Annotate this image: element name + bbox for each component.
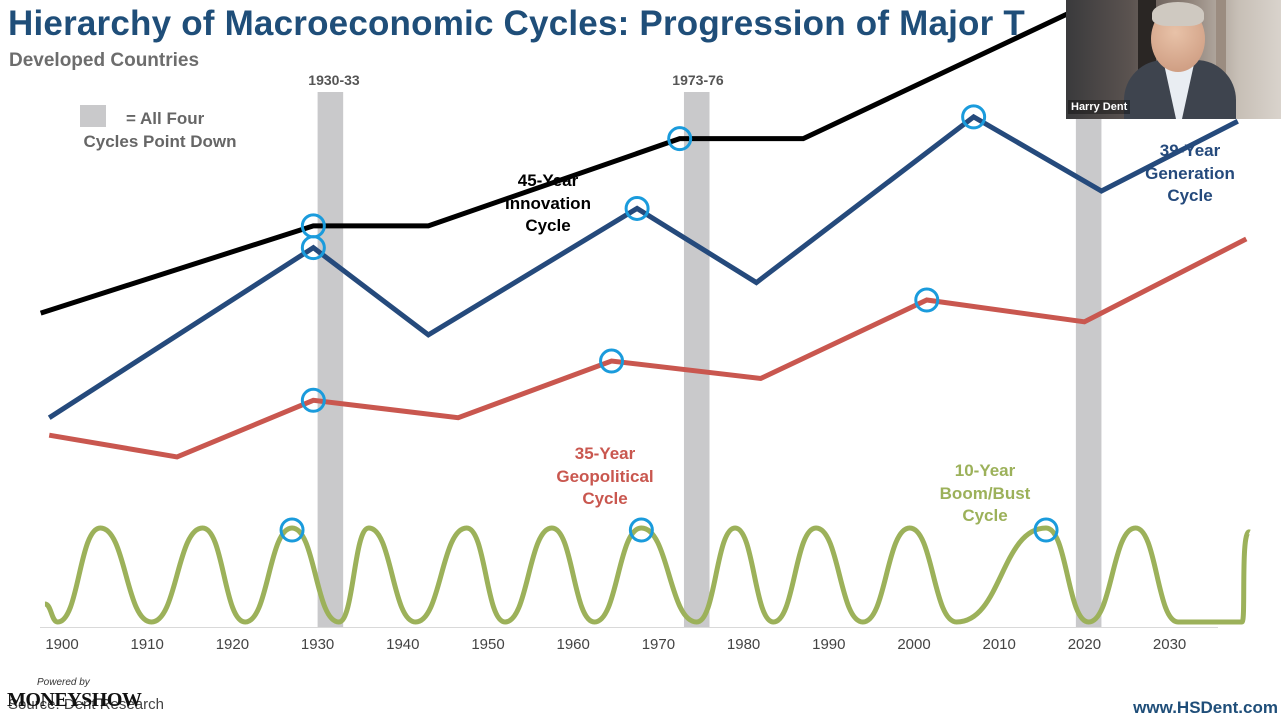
legend-text: = All Four Cycles Point Down <box>70 107 250 153</box>
geopolitical-label-l2: Geopolitical <box>556 466 654 486</box>
generation-label-l2: Generation <box>1145 163 1235 183</box>
x-tick-2010: 2010 <box>982 636 1016 653</box>
x-tick-2020: 2020 <box>1067 636 1102 653</box>
innovation-peak-1973 <box>667 126 693 152</box>
x-tick-1960: 1960 <box>556 636 590 653</box>
period-label-1930: 1930-33 <box>308 72 360 88</box>
boom-bust-cycle-label: 10-Year Boom/Bust Cycle <box>925 460 1045 528</box>
shaded-period-1930 <box>317 92 344 627</box>
source-text: Source: Dent Research <box>8 696 164 713</box>
boom-bust-label-l1: 10-Year <box>954 461 1016 480</box>
geopolitical-cycle-line <box>48 236 1248 460</box>
boom-bust-peak-1968 <box>628 517 654 543</box>
website-link[interactable]: www.HSDent.com <box>1133 698 1278 717</box>
generation-peak-2007 <box>961 104 987 130</box>
innovation-label-l3: Cycle <box>525 216 571 235</box>
x-tick-1920: 1920 <box>215 636 250 653</box>
video-thumbnail[interactable]: Harry Dent <box>1066 0 1281 119</box>
x-tick-1970: 1970 <box>641 636 676 653</box>
x-tick-1900: 1900 <box>45 636 79 653</box>
legend-line1: = All Four <box>126 109 205 128</box>
x-tick-1940: 1940 <box>386 636 420 653</box>
shaded-period-1973 <box>683 92 710 627</box>
x-tick-2000: 2000 <box>897 636 931 653</box>
geopolitical-peak-1965 <box>599 348 625 374</box>
innovation-cycle-label: 45-Year Innovation Cycle <box>488 170 608 238</box>
x-tick-2030: 2030 <box>1152 636 1187 653</box>
video-background-frame <box>1216 0 1226 119</box>
boom-bust-peak-2016 <box>1033 517 1059 543</box>
participant-name: Harry Dent <box>1068 100 1131 114</box>
boom-bust-label-l2: Boom/Bust <box>939 483 1031 503</box>
x-tick-1990: 1990 <box>812 636 846 653</box>
legend-shade-swatch <box>80 105 106 127</box>
geopolitical-peak-2002 <box>914 287 940 313</box>
geopolitical-peak-1930 <box>300 387 326 413</box>
geopolitical-label-l1: 35-Year <box>574 444 636 463</box>
innovation-label-l1: 45-Year <box>517 171 579 190</box>
generation-peak-1968 <box>624 195 650 221</box>
innovation-label-l2: Innovation <box>505 193 591 213</box>
shaded-period-2019 <box>1075 92 1102 627</box>
x-tick-1930: 1930 <box>300 636 335 653</box>
boom-bust-peak-1927 <box>279 517 305 543</box>
powered-by-text: Powered by <box>37 677 90 688</box>
boom-bust-label-l3: Cycle <box>962 506 1008 525</box>
slide-title: Hierarchy of Macroeconomic Cycles: Progr… <box>8 4 1025 43</box>
moneyshow-logo: MONEYSHOW <box>7 689 142 711</box>
x-axis-line <box>40 627 1218 628</box>
period-label-1973: 1973-76 <box>672 72 724 88</box>
generation-cycle-label: 39-Year Generation Cycle <box>1130 140 1250 208</box>
x-tick-1950: 1950 <box>471 636 505 653</box>
boom-bust-cycle-line <box>44 525 1253 625</box>
legend-line2: Cycles Point Down <box>83 132 237 151</box>
slide-subtitle: Developed Countries <box>9 50 200 71</box>
innovation-cycle-line <box>39 5 1082 316</box>
generation-peak-1930 <box>300 235 326 261</box>
generation-label-l3: Cycle <box>1167 186 1213 205</box>
generation-cycle-line <box>47 113 1239 420</box>
x-tick-1980: 1980 <box>726 636 761 653</box>
x-tick-1910: 1910 <box>130 636 164 653</box>
generation-label-l1: 39-Year <box>1159 141 1221 160</box>
geopolitical-cycle-label: 35-Year Geopolitical Cycle <box>545 443 665 511</box>
speaker-hair <box>1152 2 1204 26</box>
geopolitical-label-l3: Cycle <box>582 489 628 508</box>
